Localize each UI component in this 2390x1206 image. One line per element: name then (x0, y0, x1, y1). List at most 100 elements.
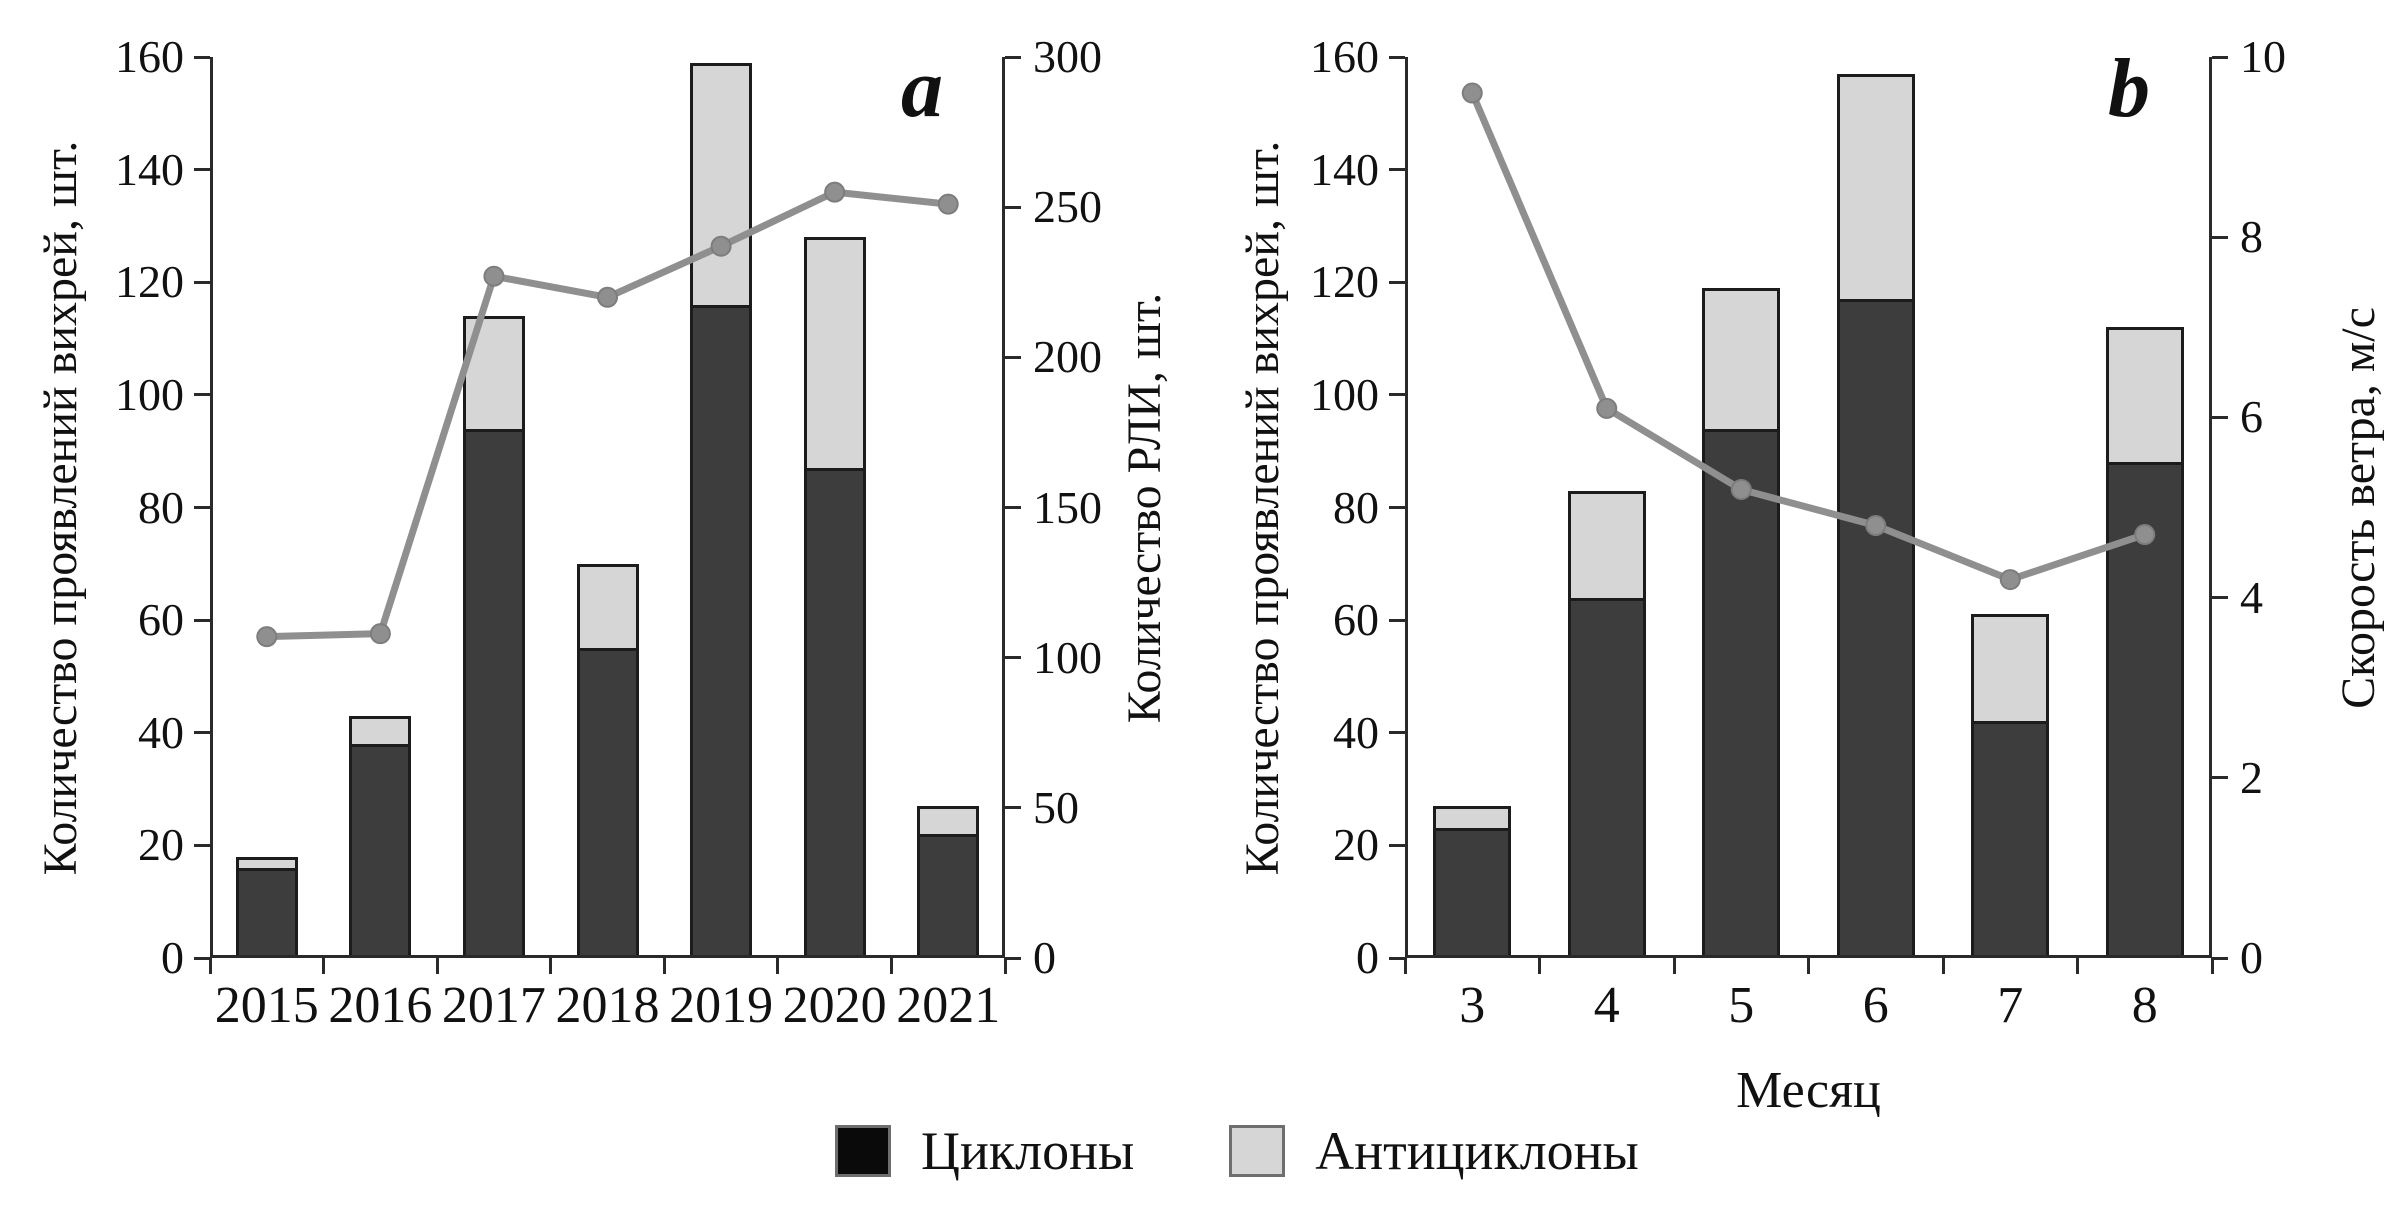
y-right-tick (1005, 55, 1021, 59)
y-left-tick-label: 60 (138, 594, 184, 646)
bar-segment-cyclones (1971, 721, 2050, 958)
bar-segment-anticyclones (235, 856, 298, 868)
y-right-tick (1005, 806, 1021, 810)
y-left-tick (194, 731, 210, 735)
legend-swatch-cyclones-icon (835, 1125, 891, 1177)
bar-segment-cyclones (2105, 462, 2184, 958)
y-axis-title-left-b: Количество проявлений вихрей, шт. (1236, 140, 1289, 875)
y-left-tick-label: 120 (115, 256, 184, 308)
y-right-tick (2212, 235, 2228, 239)
x-category-label: 4 (1593, 977, 1620, 1034)
bar-segment-cyclones (462, 428, 525, 958)
legend-swatch-anticyclones-icon (1229, 1125, 1286, 1177)
legend: Циклоны Антициклоны (835, 1124, 1639, 1178)
x-axis-title-month: Месяц (1736, 1062, 1881, 1119)
y-left-tick-label: 100 (115, 368, 184, 420)
x-category-label: 2021 (896, 977, 1001, 1034)
y-left-tick-label: 100 (1310, 368, 1379, 420)
x-tick (1403, 958, 1407, 974)
panel-label-a: a (901, 42, 943, 135)
x-category-label: 5 (1728, 977, 1755, 1034)
y-left-tick (1389, 280, 1405, 284)
y-right-tick-label: 6 (2240, 391, 2263, 443)
y-right-tick-label: 50 (1033, 781, 1079, 833)
line-marker (597, 286, 618, 308)
y-right-tick-label: 100 (1033, 631, 1102, 683)
y-right-tick (2212, 776, 2228, 780)
y-right-tick (1005, 656, 1021, 660)
y-left-tick (1389, 956, 1405, 960)
x-tick (2210, 958, 2214, 974)
bar-segment-anticyclones (690, 62, 753, 305)
plot-area-a: Количество проявлений вихрей, шт. Количе… (34, 34, 1171, 1032)
y-left-tick-label: 80 (138, 481, 184, 533)
line-marker (256, 626, 278, 648)
line-series-secondary (1461, 82, 2156, 591)
y-right-tick (1005, 956, 1021, 960)
y-left-tick (194, 55, 210, 59)
y-left-tick (1389, 618, 1405, 622)
y-left-tick-label: 160 (1310, 31, 1379, 82)
x-category-label: 2015 (214, 977, 319, 1034)
y-left-tick (194, 843, 210, 847)
x-category-label: 2019 (669, 977, 774, 1034)
y-right-tick (2212, 55, 2228, 59)
y-axis-title-right-a: Количество РЛИ, шт. (1118, 292, 1171, 723)
bar-segment-cyclones (576, 648, 639, 958)
y-right-tick-label: 4 (2240, 571, 2263, 623)
y-axis-left (210, 57, 213, 958)
y-left-tick-label: 60 (1333, 594, 1379, 646)
x-tick (549, 958, 553, 974)
x-tick (1941, 958, 1945, 974)
x-category-label: 8 (2131, 977, 2158, 1034)
x-tick (662, 958, 666, 974)
bar-segment-anticyclones (1836, 73, 1915, 300)
y-right-tick (2212, 596, 2228, 600)
x-tick (1538, 958, 1541, 974)
y-left-tick-label: 20 (1333, 819, 1379, 871)
y-right-tick-label: 10 (2240, 31, 2286, 82)
x-tick (889, 958, 893, 974)
x-tick (322, 958, 326, 974)
x-category-label: 6 (1862, 977, 1889, 1034)
y-left-tick (194, 618, 210, 622)
y-left-tick-label: 120 (1310, 256, 1379, 308)
x-category-label: 2020 (782, 977, 887, 1034)
y-left-tick (194, 956, 210, 960)
bar-segment-cyclones (1433, 828, 1512, 958)
y-axis-title-left-a: Количество проявлений вихрей, шт. (34, 140, 87, 875)
line-marker (824, 181, 846, 203)
x-tick (1807, 958, 1810, 974)
y-axis-title-right-b: Скорость ветра, м/с (2332, 306, 2385, 709)
line-marker (1461, 82, 1483, 104)
y-left-tick-label: 20 (138, 819, 184, 871)
bar-segment-anticyclones (2105, 327, 2184, 463)
legend-item-cyclones: Циклоны (835, 1124, 1134, 1178)
y-left-tick (1389, 393, 1405, 397)
y-right-tick (2212, 415, 2228, 419)
y-right-tick-label: 150 (1033, 481, 1102, 533)
bar-segment-anticyclones (1971, 614, 2050, 722)
legend-label-anticyclones: Антициклоны (1315, 1121, 1639, 1181)
y-right-tick-label: 200 (1033, 331, 1102, 383)
panel-label-b: b (2108, 42, 2150, 135)
bar-segment-cyclones (349, 744, 412, 958)
y-right-tick (1005, 355, 1021, 359)
bar-segment-anticyclones (1567, 490, 1646, 598)
x-category-label: 7 (1997, 977, 2024, 1034)
x-tick (2076, 958, 2079, 974)
bar-segment-anticyclones (462, 316, 525, 429)
y-right-tick (2212, 956, 2228, 960)
y-left-tick (1389, 55, 1405, 59)
plot-area-b: Количество проявлений вихрей, шт. Скорос… (1236, 34, 2385, 1117)
bar-segment-cyclones (1702, 428, 1781, 958)
y-left-tick-label: 0 (1356, 932, 1379, 983)
y-left-tick-label: 0 (161, 932, 184, 983)
y-right-tick-label: 250 (1033, 181, 1102, 233)
line-marker (369, 623, 391, 645)
x-category-label: 3 (1459, 977, 1486, 1034)
x-axis (210, 955, 1005, 958)
y-left-tick-label: 80 (1333, 481, 1379, 533)
bar-segment-cyclones (803, 468, 866, 958)
